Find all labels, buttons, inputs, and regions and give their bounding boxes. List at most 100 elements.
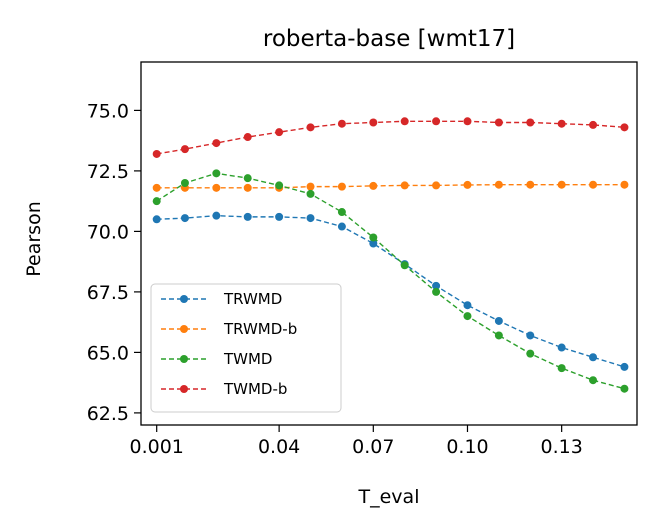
data-point: [337, 208, 346, 217]
data-point: [526, 118, 535, 127]
legend-label: TWMD-b: [223, 380, 287, 398]
legend-box: [150, 283, 342, 413]
data-point: [180, 214, 189, 223]
data-point: [369, 239, 378, 248]
data-point: [306, 123, 315, 132]
data-point: [337, 119, 346, 128]
data-point: [557, 364, 566, 373]
data-point: [463, 312, 472, 321]
series-line-trwmd-b: [156, 183, 625, 189]
data-point: [306, 182, 315, 191]
data-point: [526, 180, 535, 189]
data-point: [494, 331, 503, 340]
y-tick-label: 62.5: [87, 403, 129, 425]
x-tick-label: 0.07: [352, 436, 394, 458]
data-point: [589, 353, 598, 362]
data-point: [180, 179, 189, 187]
data-point: [400, 261, 409, 270]
data-point: [369, 181, 378, 190]
data-point: [243, 212, 252, 221]
data-point: [432, 181, 441, 190]
y-tick-label: 67.5: [87, 282, 129, 304]
data-point: [589, 120, 598, 129]
data-point: [212, 139, 221, 148]
legend-marker: [180, 325, 188, 333]
data-point: [526, 331, 535, 340]
series-trwmd-b: [152, 180, 629, 192]
legend-label: TRWMD-b: [223, 320, 297, 338]
data-point: [369, 118, 378, 127]
x-tick-label: 0.10: [446, 436, 488, 458]
data-point: [400, 181, 409, 190]
plot-frame: [140, 61, 638, 426]
legend: TRWMD TRWMD-b TWMD TWMD-b: [150, 283, 342, 413]
x-tick-label: 0.04: [258, 436, 300, 458]
data-point: [275, 128, 284, 137]
series-line-trwmd: [156, 214, 625, 368]
data-point: [620, 362, 629, 371]
series-line-twmd-b: [156, 120, 625, 155]
data-point: [337, 222, 346, 231]
data-point: [212, 183, 221, 192]
data-point: [494, 180, 503, 189]
series-layer: [152, 117, 629, 393]
data-point: [212, 211, 221, 220]
data-point: [557, 180, 566, 189]
data-point: [400, 117, 409, 126]
series-twmd: [152, 169, 629, 393]
data-point: [275, 212, 284, 221]
series-trwmd: [152, 211, 629, 371]
data-point: [557, 343, 566, 352]
data-point: [152, 197, 161, 206]
y-tick-label: 70.0: [87, 221, 129, 243]
data-point: [152, 215, 161, 224]
data-point: [620, 384, 629, 393]
data-point: [620, 123, 629, 132]
y-tick-label: 65.0: [87, 342, 129, 364]
data-point: [494, 118, 503, 127]
legend-label: TWMD: [223, 350, 273, 368]
legend-item: TRWMD: [161, 290, 282, 308]
y-axis: 62.5 65.0 67.5 70.0 72.5 75.0: [87, 100, 141, 425]
legend-marker: [180, 355, 188, 363]
x-axis-label: T_eval: [358, 486, 420, 508]
legend-marker: [180, 385, 188, 393]
data-point: [337, 182, 346, 191]
y-tick-label: 75.0: [87, 100, 129, 122]
data-point: [306, 214, 315, 223]
legend-item: TWMD: [161, 350, 273, 368]
data-point: [152, 149, 161, 158]
data-point: [152, 183, 161, 192]
data-point: [557, 119, 566, 128]
data-point: [275, 181, 284, 190]
data-point: [243, 174, 252, 183]
data-point: [589, 180, 598, 189]
data-point: [463, 180, 472, 189]
data-point: [494, 316, 503, 325]
y-axis-label: Pearson: [23, 201, 45, 277]
data-point: [463, 301, 472, 310]
x-tick-label: 0.13: [541, 436, 583, 458]
data-point: [589, 376, 598, 385]
data-point: [526, 349, 535, 358]
chart-title: roberta-base [wmt17]: [263, 26, 515, 52]
data-point: [243, 133, 252, 142]
data-point: [620, 180, 629, 189]
legend-item: TWMD-b: [161, 380, 287, 398]
data-point: [432, 287, 441, 296]
legend-item: TRWMD-b: [161, 320, 297, 338]
data-point: [369, 233, 378, 242]
y-tick-label: 72.5: [87, 161, 129, 183]
x-tick-label: 0.001: [129, 436, 183, 458]
data-point: [432, 117, 441, 126]
data-point: [432, 281, 441, 290]
series-line-twmd: [156, 172, 625, 390]
legend-label: TRWMD: [223, 290, 282, 308]
data-point: [180, 145, 189, 154]
x-axis: 0.001 0.04 0.07 0.10 0.13: [129, 425, 583, 458]
legend-marker: [180, 295, 188, 303]
data-point: [463, 117, 472, 126]
data-point: [306, 189, 315, 198]
data-point: [243, 183, 252, 192]
